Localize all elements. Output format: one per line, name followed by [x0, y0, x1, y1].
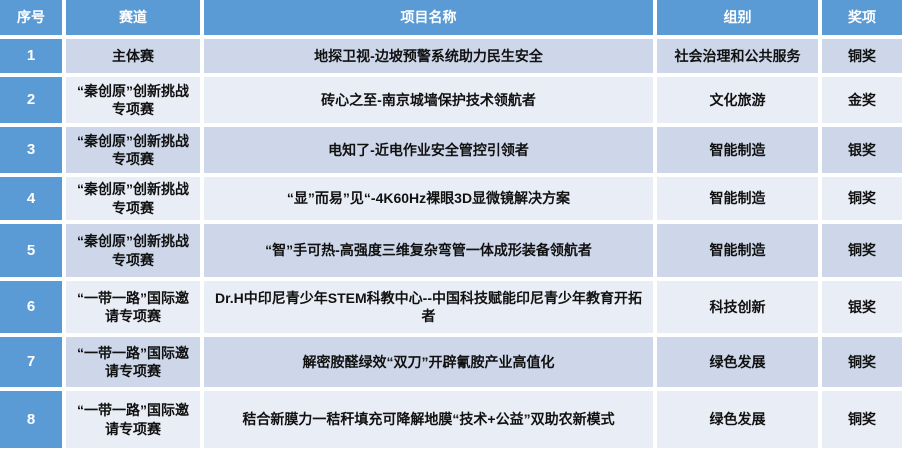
- cell-award: 铜奖: [822, 177, 902, 220]
- cell-group: 智能制造: [657, 224, 818, 277]
- cell-project: Dr.H中印尼青少年STEM科教中心--中国科技赋能印尼青少年教育开拓者: [204, 281, 653, 333]
- cell-project: “显”而易”见“-4K60Hz裸眼3D显微镜解决方案: [204, 177, 653, 220]
- cell-project: 秸合新膜力一秸秆填充可降解地膜“技术+公益”双助农新模式: [204, 391, 653, 448]
- cell-project: 砖心之至-南京城墙保护技术领航者: [204, 77, 653, 123]
- cell-project: 解密胺醛绿效“双刀”开辟氰胺产业高值化: [204, 337, 653, 387]
- cell-no: 3: [0, 127, 62, 173]
- cell-award: 银奖: [822, 281, 902, 333]
- cell-no: 5: [0, 224, 62, 277]
- cell-group: 智能制造: [657, 177, 818, 220]
- cell-award: 铜奖: [822, 391, 902, 448]
- cell-track: “秦创原”创新挑战专项赛: [66, 224, 200, 277]
- column-header-group: 组别: [657, 0, 818, 35]
- cell-group: 科技创新: [657, 281, 818, 333]
- cell-track: 主体赛: [66, 39, 200, 73]
- column-header-project: 项目名称: [204, 0, 653, 35]
- cell-no: 7: [0, 337, 62, 387]
- cell-project: “智”手可热-高强度三维复杂弯管一体成形装备领航者: [204, 224, 653, 277]
- cell-award: 金奖: [822, 77, 902, 123]
- cell-award: 铜奖: [822, 337, 902, 387]
- cell-no: 4: [0, 177, 62, 220]
- cell-project: 地探卫视-边坡预警系统助力民生安全: [204, 39, 653, 73]
- cell-group: 社会治理和公共服务: [657, 39, 818, 73]
- cell-no: 2: [0, 77, 62, 123]
- cell-no: 8: [0, 391, 62, 448]
- cell-track: “一带一路”国际邀请专项赛: [66, 281, 200, 333]
- cell-track: “秦创原”创新挑战专项赛: [66, 177, 200, 220]
- cell-award: 铜奖: [822, 39, 902, 73]
- cell-track: “一带一路”国际邀请专项赛: [66, 337, 200, 387]
- cell-award: 银奖: [822, 127, 902, 173]
- cell-group: 文化旅游: [657, 77, 818, 123]
- column-header-track: 赛道: [66, 0, 200, 35]
- column-header-award: 奖项: [822, 0, 902, 35]
- cell-group: 智能制造: [657, 127, 818, 173]
- cell-no: 1: [0, 39, 62, 73]
- cell-group: 绿色发展: [657, 391, 818, 448]
- cell-award: 铜奖: [822, 224, 902, 277]
- cell-group: 绿色发展: [657, 337, 818, 387]
- cell-project: 电知了-近电作业安全管控引领者: [204, 127, 653, 173]
- cell-track: “一带一路”国际邀请专项赛: [66, 391, 200, 448]
- cell-track: “秦创原”创新挑战专项赛: [66, 127, 200, 173]
- cell-track: “秦创原”创新挑战专项赛: [66, 77, 200, 123]
- cell-no: 6: [0, 281, 62, 333]
- column-header-no: 序号: [0, 0, 62, 35]
